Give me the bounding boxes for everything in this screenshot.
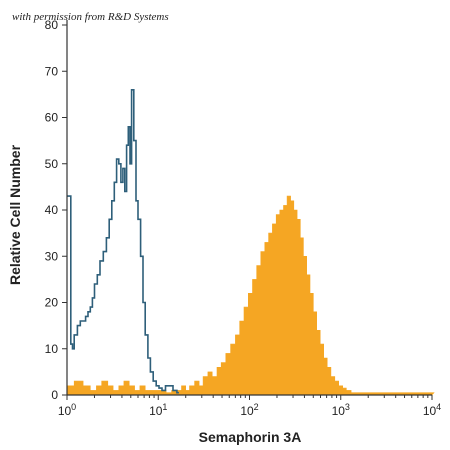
y-tick-label: 40: [45, 203, 59, 217]
y-tick-label: 70: [45, 64, 59, 78]
y-tick-label: 60: [45, 111, 59, 125]
plot-area: [66, 89, 435, 396]
y-axis-title: Relative Cell Number: [7, 144, 23, 285]
permission-watermark: with permission from R&D Systems: [12, 11, 169, 23]
x-tick-label: 102: [240, 402, 258, 418]
y-tick-label: 10: [45, 342, 59, 356]
y-tick-label: 50: [45, 157, 59, 171]
x-axis-title: Semaphorin 3A: [199, 429, 302, 445]
y-tick-label: 20: [45, 296, 59, 310]
y-tick-label: 30: [45, 249, 59, 263]
control-histogram-outline: [67, 89, 179, 394]
y-tick-label: 0: [51, 388, 58, 402]
sample-histogram-filled: [66, 195, 435, 396]
x-axis-ticks: 100 101 102 103 104: [58, 395, 441, 418]
x-tick-label: 104: [423, 402, 441, 418]
y-axis-ticks: 0 10 20 30 40 50 60 70 80: [45, 18, 67, 402]
x-tick-label: 103: [332, 402, 350, 418]
y-tick-label: 80: [45, 18, 59, 32]
x-tick-label: 101: [149, 402, 167, 418]
x-tick-label: 100: [58, 402, 76, 418]
